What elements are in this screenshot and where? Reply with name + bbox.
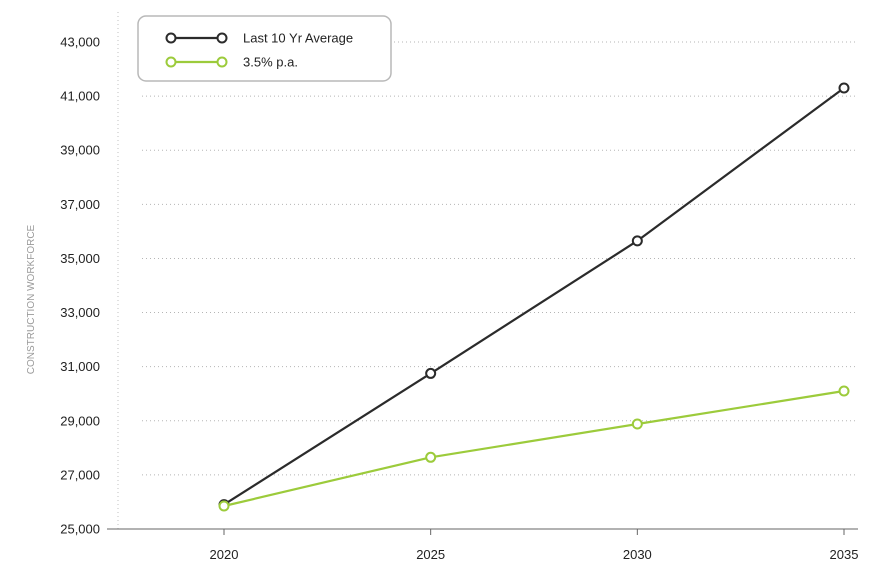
x-tick-label: 2020 (210, 547, 239, 562)
y-tick-label: 33,000 (60, 305, 100, 320)
x-axis: 2020 2025 2030 2035 (107, 528, 859, 562)
series-layer (218, 82, 850, 512)
y-tick-label: 31,000 (60, 359, 100, 374)
y-tick-label: 29,000 (60, 413, 100, 428)
legend-label: 3.5% p.a. (243, 55, 298, 70)
legend: Last 10 Yr Average 3.5% p.a. (137, 15, 392, 82)
y-tick-label: 43,000 (60, 35, 100, 50)
x-tick-label: 2025 (416, 547, 445, 562)
legend-swatch-marker (216, 32, 228, 44)
legend-swatch-marker (216, 56, 228, 68)
series-line (223, 87, 845, 506)
y-tick-label: 39,000 (60, 143, 100, 158)
legend-swatch-marker (165, 56, 177, 68)
series-line (223, 389, 845, 508)
series-1 (218, 82, 850, 511)
data-point (425, 451, 437, 463)
data-point (218, 500, 230, 512)
data-point (838, 385, 850, 397)
legend-swatch-marker (165, 32, 177, 44)
data-point (838, 82, 850, 94)
data-point (425, 367, 437, 379)
x-tick-label: 2030 (623, 547, 652, 562)
y-axis-title: CONSTRUCTION WORKFORCE (26, 224, 37, 374)
legend-box (137, 15, 392, 82)
y-tick-label: 35,000 (60, 251, 100, 266)
y-axis: 25,000 27,000 29,000 31,000 33,000 35,000 37,0… (60, 12, 119, 537)
x-tick-label: 2035 (830, 547, 859, 562)
y-tick-label: 27,000 (60, 467, 100, 482)
legend-label: Last 10 Yr Average (243, 31, 353, 46)
y-tick-label: 41,000 (60, 89, 100, 104)
data-point (631, 235, 643, 247)
series-2 (218, 385, 850, 512)
y-tick-label: 25,000 (60, 522, 100, 537)
y-tick-label: 37,000 (60, 197, 100, 212)
gridlines (142, 41, 858, 476)
data-point (631, 418, 643, 430)
